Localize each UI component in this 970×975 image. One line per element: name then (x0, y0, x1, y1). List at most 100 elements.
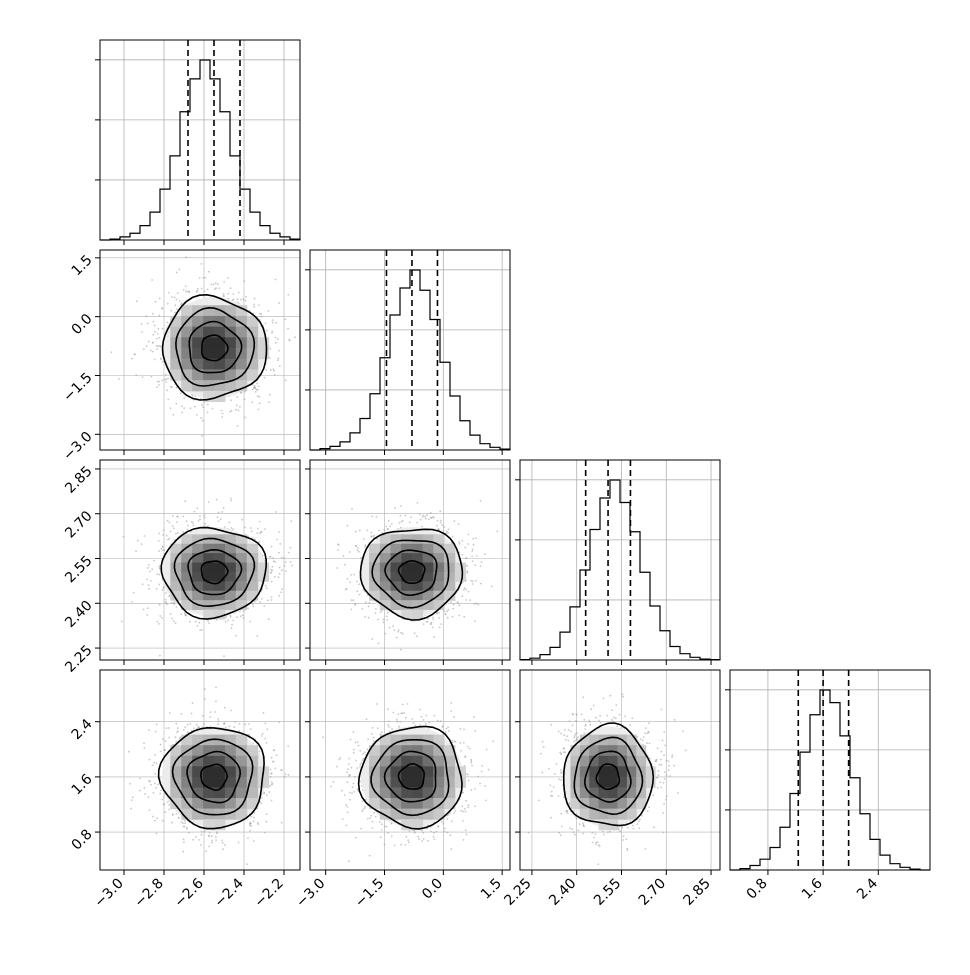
panel-4-2-sample-point (363, 751, 366, 754)
panel-4-2-density-cell (401, 755, 413, 767)
panel-4-2-density-cell (401, 745, 413, 757)
panel-3-2-density-cell (401, 543, 413, 554)
panel-4-1-sample-point (238, 730, 241, 732)
panel-4-1-sample-point (284, 773, 287, 776)
panel-2-1-sample-point (294, 336, 296, 339)
panel-4-2-sample-point (427, 839, 429, 842)
panel-3-1-sample-point (135, 550, 137, 553)
panel-2-1-sample-point (153, 358, 156, 361)
panel-2-1-sample-point (257, 304, 260, 306)
panel-4-2-sample-point (487, 768, 490, 771)
panel-4-1-density-cell (235, 734, 248, 746)
panel-4-1-contour-2 (186, 750, 242, 804)
panel-4-1-sample-point (151, 815, 154, 818)
panel-4-2-sample-point (357, 744, 360, 747)
panel-4-3-sample-point (616, 725, 619, 728)
panel-2-1-sample-point (214, 282, 217, 285)
panel-4-3-sample-point (584, 728, 587, 730)
panel-4-2-sample-point (425, 714, 427, 717)
panel-4-1-density-cell (170, 787, 182, 799)
panel-3-1-density-cell (181, 571, 193, 582)
panel-3-1-density-cell (224, 600, 237, 611)
panel-4-3-sample-point (577, 736, 579, 738)
panel-4-2-sample-point (464, 810, 467, 813)
panel-2-1-sample-point (178, 300, 181, 302)
panel-3-1-sample-point (270, 580, 273, 583)
panel-3-2-sample-point (399, 514, 402, 517)
panel-4-3-sample-point (607, 831, 609, 833)
panel-2-1-sample-point (268, 357, 271, 359)
panel-4-2-density-cell (390, 808, 402, 820)
panel-3-2-sample-point (413, 632, 416, 635)
panel-4-2-sample-point (359, 766, 361, 768)
panel-2-1-sample-point (278, 365, 281, 367)
panel-4-2-sample-point (462, 820, 464, 822)
panel-4-3-sample-point (596, 841, 599, 843)
panel-2-1-density-cell (203, 337, 215, 349)
histogram-2-frame (309, 249, 511, 451)
panel-3-2-contour-1 (397, 559, 426, 584)
panel-4-2-sample-point (426, 827, 429, 830)
panel-3-1-sample-point (231, 623, 234, 626)
panel-4-3-density-cell (598, 819, 609, 831)
panel-4-3-sample-point (582, 696, 585, 699)
panel-3-1-density-cell (214, 543, 226, 554)
panel-2-1-sample-point (254, 385, 256, 387)
panel-3-2-sample-point (443, 526, 446, 528)
panel-4-1-density-cell (224, 755, 237, 767)
panel-2-1-sample-point (227, 292, 230, 295)
x-tick-label-1-3: −2.6 (171, 875, 206, 910)
panel-3-1-sample-point (287, 551, 290, 554)
panel-2-1-sample-point (195, 414, 198, 416)
panel-4-3-sample-point (575, 719, 577, 722)
panel-3-2-sample-point (458, 541, 461, 544)
panel-3-1-sample-point (284, 570, 287, 572)
panel-3-1-density-cell (170, 571, 182, 582)
panel-4-3-density-cell (645, 766, 656, 778)
panel-3-1-sample-point (232, 619, 235, 622)
panel-2-1-sample-point (235, 409, 238, 411)
panel-4-3-sample-point (631, 717, 634, 720)
panel-4-1-density-cell (224, 798, 237, 810)
panel-3-1-sample-point (269, 555, 272, 558)
histogram-4-frame (729, 669, 931, 871)
panel-2-1-sample-point (206, 288, 209, 291)
panel-2-1-sample-point (174, 304, 177, 307)
panel-4-3-sample-point (560, 812, 563, 815)
panel-4-2-density-cell (444, 766, 456, 778)
panel-4-1-sample-point (129, 782, 132, 785)
panel-4-1-sample-point (260, 735, 263, 737)
panel-4-2-sample-point (473, 716, 475, 718)
panel-4-1-sample-point (200, 830, 203, 833)
panel-3-1-sample-point (163, 549, 166, 551)
panel-2-1-sample-point (118, 378, 120, 380)
y-tick-label-3-2: 2.40 (62, 598, 95, 631)
panel-2-1-sample-point (142, 348, 145, 351)
panel-4-1-sample-point (144, 793, 146, 795)
panel-4-3-sample-point (622, 695, 624, 698)
panel-2-1-sample-point (207, 270, 210, 273)
panel-4-3-sample-point (662, 831, 665, 834)
panel-4-1-sample-point (278, 721, 280, 723)
panel-4-3-sample-point (576, 732, 578, 734)
panel-4-1-sample-point (162, 738, 164, 741)
panel-4-3-sample-point (655, 760, 658, 763)
panel-2-1-sample-point (171, 296, 173, 298)
panel-3-1-density-cell (224, 534, 237, 545)
panel-3-1-sample-point (279, 543, 282, 545)
panel-2-1-sample-point (220, 409, 223, 412)
panel-4-1-sample-point (177, 730, 179, 732)
panel-3-2-sample-point (479, 565, 482, 568)
y-tick-label-4-1: 0.8 (69, 826, 96, 853)
panel-2-1-sample-point (277, 359, 279, 361)
panel-3-2-density-cell (422, 590, 434, 601)
panel-4-3-density-cell (579, 766, 590, 778)
panel-4-3-sample-point (646, 742, 648, 744)
panel-4-2-sample-point (346, 781, 349, 784)
panel-2-1-sample-point (232, 293, 235, 295)
panel-4-2-sample-point (356, 767, 359, 769)
panel-4-3-sample-point (597, 863, 600, 866)
panel-3-2-sample-point (465, 588, 468, 591)
panel-4-3-sample-point (660, 763, 663, 766)
panel-4-1-sample-point (168, 804, 171, 806)
